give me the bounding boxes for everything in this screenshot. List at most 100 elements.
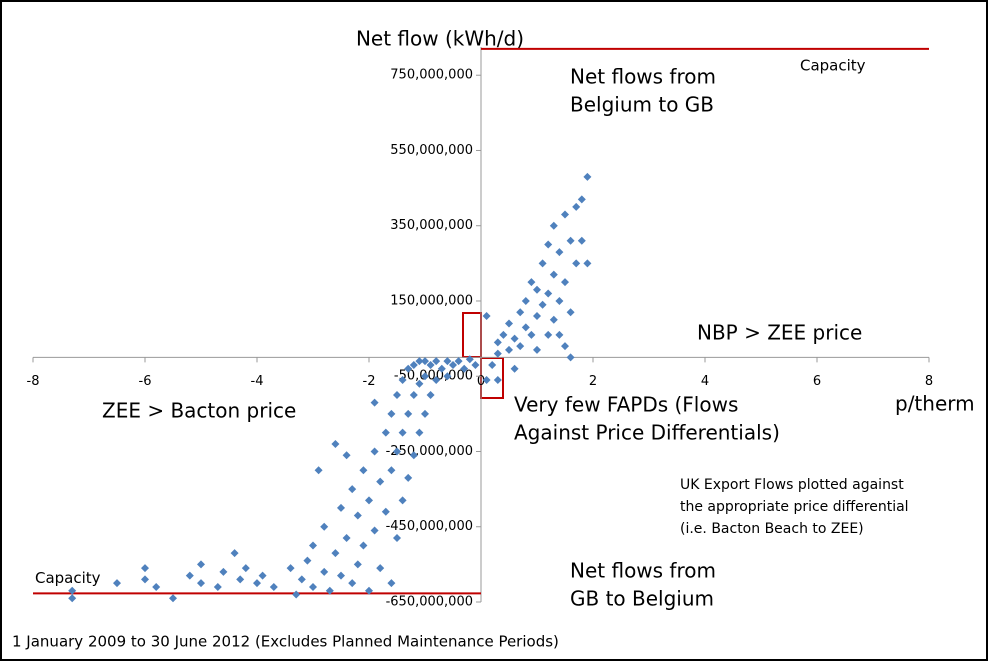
- point: [421, 372, 429, 381]
- point: [465, 355, 474, 364]
- x-tick-label: -4: [251, 374, 264, 389]
- point: [353, 560, 362, 569]
- point: [409, 360, 418, 369]
- point: [365, 586, 373, 595]
- point: [493, 349, 502, 358]
- y-tick-label: 350,000,000: [390, 218, 473, 233]
- point: [331, 439, 340, 448]
- point: [544, 240, 553, 249]
- point: [404, 364, 413, 373]
- annotation: (i.e. Bacton Beach to ZEE): [680, 521, 864, 537]
- point: [314, 466, 323, 475]
- point: [309, 541, 317, 550]
- point: [404, 473, 413, 482]
- point: [566, 308, 575, 317]
- point: [443, 372, 452, 381]
- annotation: NBP > ZEE price: [697, 321, 862, 345]
- point: [365, 496, 373, 505]
- point: [421, 409, 429, 418]
- point: [432, 357, 441, 366]
- annotation: UK Export Flows plotted against: [680, 477, 904, 493]
- chart-title: Net flow (kWh/d): [356, 27, 524, 51]
- point: [561, 342, 569, 351]
- annotation: Net flows from: [570, 559, 716, 583]
- x-tick-label: 2: [589, 374, 597, 389]
- point: [521, 323, 530, 332]
- point: [549, 221, 558, 230]
- point: [387, 466, 396, 475]
- point: [409, 451, 418, 460]
- point: [297, 575, 306, 584]
- x-tick-label: 4: [701, 374, 709, 389]
- point: [505, 345, 513, 354]
- point: [493, 338, 502, 347]
- point: [510, 364, 519, 373]
- point: [113, 579, 121, 588]
- point: [152, 582, 161, 591]
- point: [376, 477, 385, 486]
- annotation: ZEE > Bacton price: [102, 399, 296, 423]
- annotation: Very few FAPDs (Flows: [514, 393, 738, 417]
- point: [561, 210, 569, 219]
- point: [583, 259, 592, 268]
- capacity-label: Capacity: [35, 569, 101, 587]
- point: [359, 541, 368, 550]
- point: [510, 334, 519, 343]
- point: [292, 590, 301, 599]
- point: [213, 582, 222, 591]
- point: [342, 534, 351, 543]
- point: [544, 330, 553, 339]
- point: [443, 357, 452, 366]
- point: [348, 485, 357, 494]
- annotation: the appropriate price differential: [680, 499, 909, 515]
- point: [236, 575, 245, 584]
- y-tick-label: 750,000,000: [390, 68, 473, 83]
- y-tick-label: -250,000,000: [386, 444, 473, 459]
- point: [393, 447, 401, 456]
- point: [258, 571, 267, 580]
- point: [482, 312, 491, 321]
- point: [286, 564, 295, 573]
- point: [219, 567, 228, 576]
- capacity-label: Capacity: [800, 56, 866, 74]
- point: [437, 364, 446, 373]
- point: [454, 357, 463, 366]
- point: [359, 466, 368, 475]
- point: [320, 522, 329, 531]
- point: [393, 534, 401, 543]
- y-tick-label: -450,000,000: [386, 519, 473, 534]
- point: [499, 330, 508, 339]
- point: [432, 376, 441, 384]
- point: [516, 342, 525, 351]
- point: [527, 330, 536, 339]
- point: [577, 236, 586, 245]
- point: [549, 315, 558, 324]
- point: [398, 496, 407, 505]
- annotation: GB to Belgium: [570, 587, 714, 611]
- annotation: Net flows from: [570, 65, 716, 89]
- x-tick-label: 8: [925, 374, 933, 389]
- point: [342, 451, 351, 460]
- point: [533, 345, 541, 354]
- point: [549, 270, 558, 279]
- point: [555, 248, 564, 257]
- point: [185, 571, 194, 580]
- point: [493, 376, 502, 384]
- point: [68, 586, 77, 595]
- point: [230, 549, 239, 558]
- point: [253, 579, 261, 588]
- point: [269, 582, 278, 591]
- point: [141, 575, 149, 584]
- point: [370, 447, 379, 456]
- point: [566, 353, 575, 362]
- y-tick-label: 150,000,000: [390, 293, 473, 308]
- point: [197, 560, 205, 569]
- point: [577, 195, 586, 204]
- point: [353, 511, 362, 520]
- point: [471, 360, 480, 369]
- point: [381, 428, 390, 437]
- point: [68, 594, 77, 603]
- point: [404, 409, 413, 418]
